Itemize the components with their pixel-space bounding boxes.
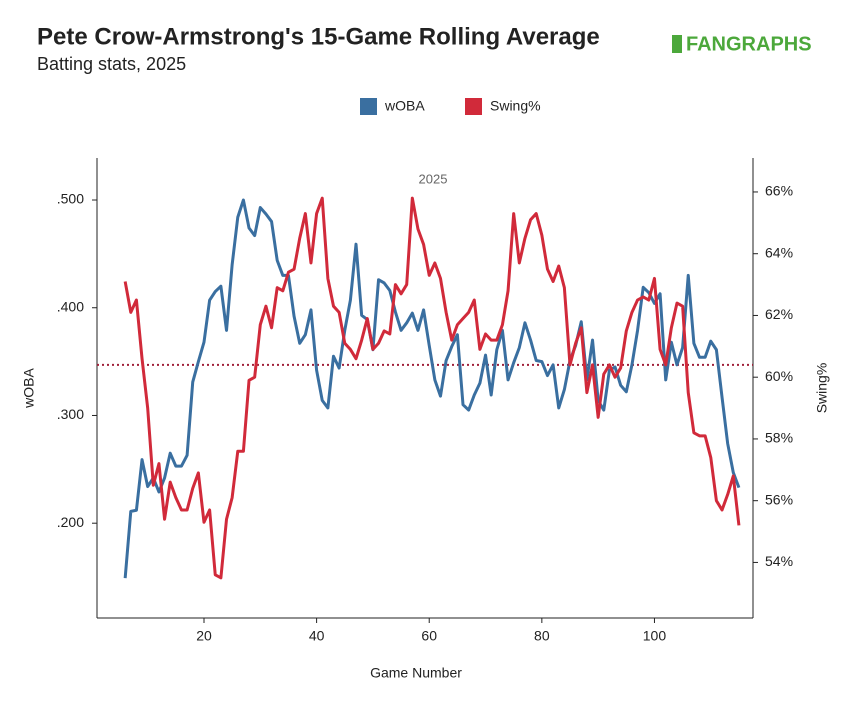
y-axis-label: wOBA <box>21 368 37 409</box>
y2-tick-label: 60% <box>765 368 793 384</box>
line-series <box>123 198 741 579</box>
legend-swatch <box>465 98 482 115</box>
legend-label: Swing% <box>490 98 541 114</box>
y2-tick-label: 54% <box>765 553 793 569</box>
chart-title: Pete Crow-Armstrong's 15-Game Rolling Av… <box>37 23 600 50</box>
chart-subtitle: Batting stats, 2025 <box>37 54 186 74</box>
y2-axis-label: Swing% <box>814 363 830 414</box>
annotation: 2025 <box>419 171 448 186</box>
y-tick-label: .300 <box>57 406 84 422</box>
logo-icon <box>672 35 682 53</box>
y2-tick-label: 64% <box>765 244 793 260</box>
line-series <box>123 196 741 580</box>
y-tick-label: .400 <box>57 298 84 314</box>
x-tick-label: 20 <box>196 628 212 644</box>
y2-tick-label: 66% <box>765 183 793 199</box>
legend-label: wOBA <box>384 98 425 114</box>
y-tick-label: .200 <box>57 514 84 530</box>
y-tick-label: .500 <box>57 191 84 207</box>
logo: FANGRAPHS <box>686 33 812 55</box>
y2-tick-label: 62% <box>765 306 793 322</box>
y2-tick-label: 58% <box>765 430 793 446</box>
legend-swatch <box>360 98 377 115</box>
x-tick-label: 100 <box>643 628 667 644</box>
x-tick-label: 60 <box>421 628 437 644</box>
x-axis-label: Game Number <box>370 665 462 681</box>
y2-tick-label: 56% <box>765 491 793 507</box>
x-tick-label: 80 <box>534 628 550 644</box>
x-tick-label: 40 <box>309 628 325 644</box>
